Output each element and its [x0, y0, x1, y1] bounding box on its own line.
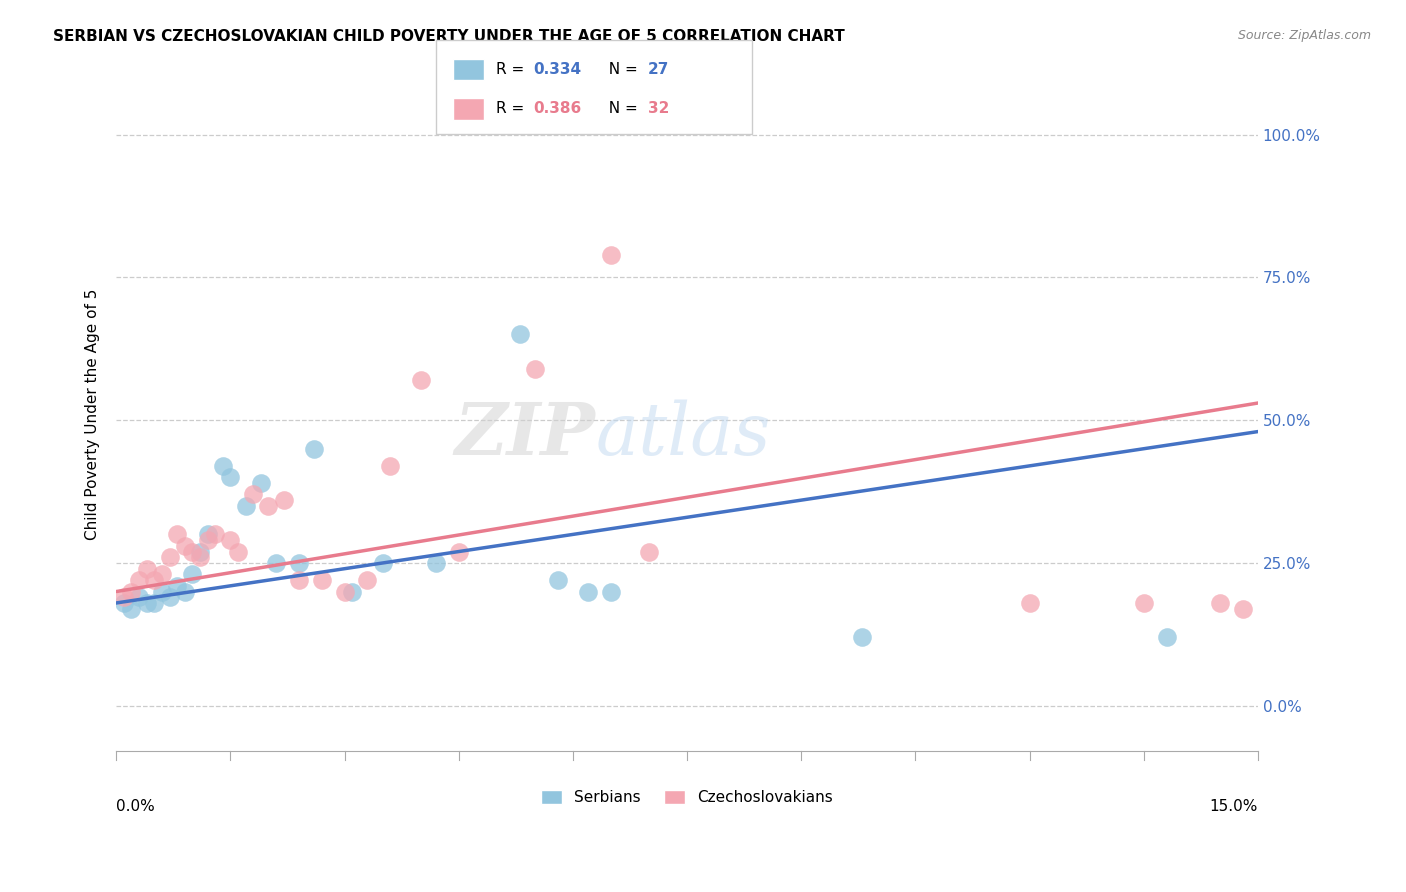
Point	[188, 544, 211, 558]
Point	[273, 493, 295, 508]
Point	[159, 591, 181, 605]
Point	[1209, 596, 1232, 610]
Point	[181, 544, 204, 558]
Point	[112, 596, 135, 610]
Point	[638, 544, 661, 558]
Text: 32: 32	[648, 102, 669, 116]
Point	[150, 584, 173, 599]
Point	[135, 596, 157, 610]
Point	[356, 573, 378, 587]
Point	[128, 591, 150, 605]
Point	[121, 584, 143, 599]
Point	[166, 579, 188, 593]
Text: N =: N =	[599, 62, 643, 77]
Point	[112, 591, 135, 605]
Point	[409, 373, 432, 387]
Point	[159, 550, 181, 565]
Point	[1132, 596, 1154, 610]
Point	[204, 527, 226, 541]
Point	[226, 544, 249, 558]
Point	[447, 544, 470, 558]
Point	[576, 584, 599, 599]
Point	[181, 567, 204, 582]
Point	[235, 499, 257, 513]
Point	[600, 247, 623, 261]
Point	[380, 458, 402, 473]
Point	[166, 527, 188, 541]
Point	[288, 556, 311, 570]
Point	[302, 442, 325, 456]
Point	[257, 499, 280, 513]
Point	[173, 539, 195, 553]
Point	[128, 573, 150, 587]
Text: R =: R =	[496, 62, 530, 77]
Point	[371, 556, 394, 570]
Point	[1232, 601, 1254, 615]
Point	[242, 487, 264, 501]
Point	[851, 630, 873, 644]
Point	[143, 573, 166, 587]
Text: SERBIAN VS CZECHOSLOVAKIAN CHILD POVERTY UNDER THE AGE OF 5 CORRELATION CHART: SERBIAN VS CZECHOSLOVAKIAN CHILD POVERTY…	[53, 29, 845, 44]
Point	[425, 556, 447, 570]
Legend: Serbians, Czechoslovakians: Serbians, Czechoslovakians	[534, 783, 839, 811]
Point	[311, 573, 333, 587]
Point	[523, 361, 546, 376]
Point	[288, 573, 311, 587]
Point	[509, 327, 531, 342]
Point	[197, 533, 219, 548]
Text: 27: 27	[648, 62, 669, 77]
Y-axis label: Child Poverty Under the Age of 5: Child Poverty Under the Age of 5	[86, 289, 100, 541]
Point	[219, 533, 242, 548]
Point	[264, 556, 287, 570]
Point	[1018, 596, 1040, 610]
Point	[188, 550, 211, 565]
Point	[250, 475, 273, 490]
Text: ZIP: ZIP	[456, 400, 596, 470]
Point	[211, 458, 233, 473]
Point	[547, 573, 569, 587]
Point	[121, 601, 143, 615]
Point	[219, 470, 242, 484]
Text: R =: R =	[496, 102, 530, 116]
Text: 0.386: 0.386	[533, 102, 581, 116]
Point	[197, 527, 219, 541]
Point	[173, 584, 195, 599]
Text: Source: ZipAtlas.com: Source: ZipAtlas.com	[1237, 29, 1371, 42]
Text: N =: N =	[599, 102, 643, 116]
Point	[143, 596, 166, 610]
Point	[340, 584, 363, 599]
Point	[333, 584, 356, 599]
Point	[135, 562, 157, 576]
Text: 15.0%: 15.0%	[1209, 798, 1258, 814]
Text: 0.334: 0.334	[533, 62, 581, 77]
Point	[600, 584, 623, 599]
Point	[1156, 630, 1178, 644]
Point	[150, 567, 173, 582]
Text: atlas: atlas	[596, 400, 772, 470]
Text: 0.0%: 0.0%	[117, 798, 155, 814]
